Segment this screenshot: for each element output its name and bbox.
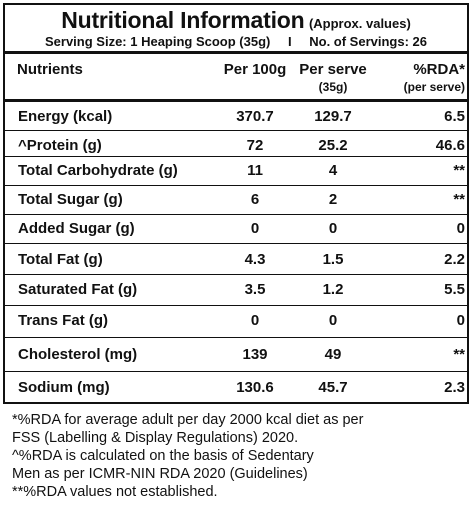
row-divider — [5, 130, 467, 131]
col-header-per-100g: Per 100g — [223, 61, 287, 78]
row-divider — [5, 156, 467, 157]
col-header-nutrients: Nutrients — [17, 61, 83, 78]
value-per-serve: 1.5 — [322, 251, 344, 268]
footnotes: *%RDA for average adult per day 2000 kca… — [12, 411, 472, 501]
footnote-line: *%RDA for average adult per day 2000 kca… — [12, 412, 364, 428]
header-bottom-rule — [5, 99, 467, 102]
footnote-line: **%RDA values not established. — [12, 484, 218, 500]
row-divider — [5, 371, 467, 372]
col-header-rda-sub: (per serve) — [403, 80, 465, 94]
value-per-100g: 370.7 — [236, 108, 274, 125]
table-subtitle: (Approx. values) — [308, 16, 411, 31]
nutrient-name: Cholesterol (mg) — [18, 346, 138, 363]
footnote-line: FSS (Labelling & Display Regulations) 20… — [12, 430, 299, 446]
nutrition-table-panel: Nutritional Information (Approx. values)… — [3, 3, 469, 404]
row-divider — [5, 243, 467, 244]
value-per-100g: 0 — [250, 312, 260, 329]
value-per-serve: 129.7 — [314, 108, 352, 125]
value-rda: 0 — [456, 312, 465, 329]
value-per-100g: 6 — [250, 191, 260, 208]
value-rda: 5.5 — [444, 281, 465, 298]
nutrient-name: Total Carbohydrate (g) — [18, 162, 178, 179]
nutrient-name: ^Protein (g) — [18, 137, 102, 154]
value-rda: 2.2 — [444, 251, 465, 268]
row-divider — [5, 337, 467, 338]
value-rda: ** — [453, 162, 465, 179]
serving-info: Serving Size: 1 Heaping Scoop (35g) I No… — [5, 34, 467, 49]
value-rda: 46.6 — [435, 137, 465, 154]
row-divider — [5, 185, 467, 186]
value-per-serve: 0 — [328, 312, 338, 329]
value-per-serve: 49 — [324, 346, 342, 363]
value-per-serve: 4 — [328, 162, 338, 179]
value-per-serve: 25.2 — [318, 137, 348, 154]
value-per-serve: 1.2 — [322, 281, 344, 298]
value-per-100g: 11 — [247, 162, 263, 179]
value-per-100g: 0 — [250, 220, 260, 237]
value-rda: 6.5 — [444, 108, 465, 125]
value-rda: 0 — [456, 220, 465, 237]
title-row: Nutritional Information (Approx. values) — [5, 7, 467, 34]
row-divider — [5, 274, 467, 275]
nutrient-name: Added Sugar (g) — [18, 220, 135, 237]
value-per-serve: 0 — [328, 220, 338, 237]
footnote-line: ^%RDA is calculated on the basis of Sede… — [12, 448, 314, 464]
serving-separator: I — [288, 34, 292, 49]
value-per-serve: 45.7 — [318, 379, 348, 396]
row-divider — [5, 305, 467, 306]
nutrient-name: Total Fat (g) — [18, 251, 103, 268]
row-divider — [5, 214, 467, 215]
nutrient-name: Sodium (mg) — [18, 379, 110, 396]
nutrient-name: Saturated Fat (g) — [18, 281, 138, 298]
value-per-100g: 4.3 — [244, 251, 266, 268]
value-rda: ** — [453, 191, 465, 208]
value-rda: 2.3 — [444, 379, 465, 396]
value-per-100g: 72 — [246, 137, 264, 154]
col-header-per-serve: Per serve — [299, 61, 367, 78]
col-header-rda: %RDA* — [413, 61, 465, 78]
header-top-rule — [5, 51, 467, 54]
serving-size: Serving Size: 1 Heaping Scoop (35g) — [44, 34, 271, 49]
value-per-serve: 2 — [328, 191, 338, 208]
value-per-100g: 130.6 — [236, 379, 274, 396]
footnote-line: Men as per ICMR-NIN RDA 2020 (Guidelines… — [12, 466, 308, 482]
nutrient-name: Energy (kcal) — [18, 108, 113, 125]
nutrient-name: Trans Fat (g) — [18, 312, 109, 329]
value-per-100g: 139 — [242, 346, 268, 363]
value-per-100g: 3.5 — [244, 281, 266, 298]
table-title: Nutritional Information — [61, 7, 305, 33]
nutrient-name: Total Sugar (g) — [18, 191, 123, 208]
col-header-per-serve-sub: (35g) — [318, 80, 348, 94]
number-of-servings: No. of Servings: 26 — [309, 34, 427, 49]
value-rda: ** — [453, 346, 465, 363]
